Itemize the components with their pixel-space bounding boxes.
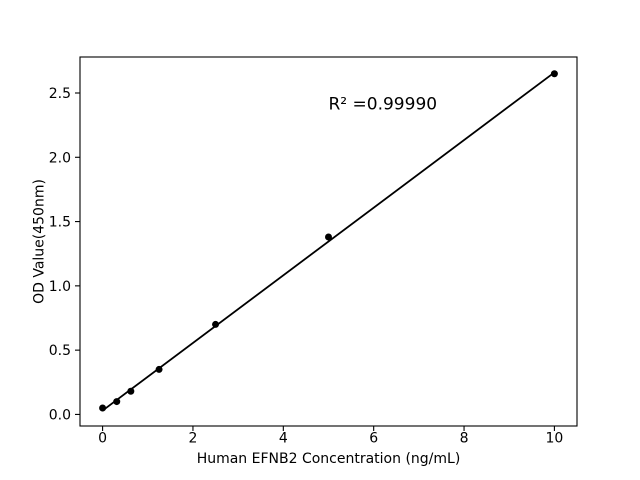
- x-tick-label: 8: [460, 431, 469, 447]
- data-point: [212, 320, 220, 328]
- x-tick-label: 6: [369, 431, 378, 447]
- y-tick-label: 2.5: [49, 86, 71, 102]
- data-point: [113, 398, 121, 406]
- data-point: [127, 387, 135, 395]
- data-point: [325, 233, 332, 241]
- y-tick-label: 0.0: [49, 407, 71, 423]
- y-tick-label: 1.0: [49, 279, 71, 295]
- x-tick-label: 2: [188, 431, 197, 447]
- y-tick-label: 0.5: [49, 343, 71, 359]
- data-point: [155, 365, 163, 373]
- x-tick-label: 0: [98, 431, 107, 447]
- x-axis-ticks: 0 2 4 6 8 10: [98, 426, 563, 447]
- fit-line: [101, 71, 556, 412]
- r-squared-annotation: R² =0.99990: [329, 95, 438, 115]
- y-axis-label: OD Value(450nm): [32, 179, 48, 304]
- y-axis-ticks: 0.0 0.5 1.0 1.5 2.0 2.5: [49, 86, 80, 423]
- x-tick-label: 10: [545, 431, 563, 447]
- y-tick-label: 2.0: [49, 150, 71, 166]
- y-tick-label: 1.5: [49, 215, 71, 231]
- x-axis-label: Human EFNB2 Concentration (ng/mL): [197, 451, 461, 467]
- x-tick-label: 4: [279, 431, 288, 447]
- plot-area-spines: [79, 56, 578, 427]
- data-point: [99, 404, 107, 412]
- data-point: [550, 70, 558, 78]
- data-points: [99, 70, 558, 412]
